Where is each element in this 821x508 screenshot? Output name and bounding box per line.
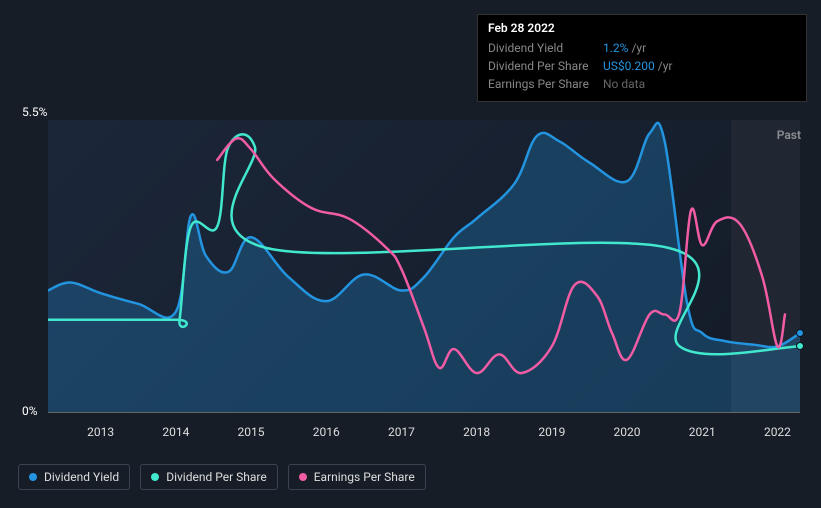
- series-fill: [48, 123, 800, 413]
- legend-label: Earnings Per Share: [314, 470, 415, 484]
- chart-series: [48, 120, 800, 413]
- tooltip-value: US$0.200: [603, 59, 655, 73]
- legend-dot-icon: [299, 473, 307, 481]
- legend-dot-icon: [29, 473, 37, 481]
- tooltip-nodata: No data: [603, 77, 645, 91]
- x-tick: 2021: [689, 425, 716, 439]
- x-tick: 2013: [87, 425, 114, 439]
- legend-dot-icon: [151, 473, 159, 481]
- x-tick: 2016: [313, 425, 340, 439]
- legend-item[interactable]: Dividend Yield: [18, 464, 130, 490]
- x-tick: 2018: [463, 425, 490, 439]
- x-tick: 2014: [162, 425, 189, 439]
- tooltip-label: Dividend Yield: [488, 41, 603, 55]
- series-end-dot: [796, 329, 804, 337]
- legend-item[interactable]: Earnings Per Share: [288, 464, 426, 490]
- tooltip-box: Feb 28 2022 Dividend Yield1.2%/yrDividen…: [477, 14, 807, 102]
- x-tick: 2017: [388, 425, 415, 439]
- tooltip-label: Dividend Per Share: [488, 59, 603, 73]
- tooltip-label: Earnings Per Share: [488, 77, 603, 91]
- legend-label: Dividend Yield: [44, 470, 119, 484]
- series-end-dot: [796, 342, 804, 350]
- tooltip-row: Dividend Yield1.2%/yr: [488, 39, 796, 57]
- legend-label: Dividend Per Share: [166, 470, 267, 484]
- legend-item[interactable]: Dividend Per Share: [140, 464, 278, 490]
- y-axis-min-label: 0%: [22, 404, 38, 418]
- tooltip-unit: /yr: [631, 41, 646, 55]
- chart-plot-area: [48, 120, 800, 413]
- tooltip-value: 1.2%: [603, 41, 628, 55]
- legend: Dividend Yield Dividend Per Share Earnings…: [18, 464, 426, 490]
- x-tick: 2020: [614, 425, 641, 439]
- x-axis: 2013 2014 2015 2016 2017 2018 2019 2020 2021 2022: [48, 425, 800, 445]
- tooltip-unit: /yr: [658, 59, 673, 73]
- x-axis-line: [48, 412, 800, 413]
- tooltip-row: Earnings Per ShareNo data: [488, 75, 796, 93]
- x-tick: 2015: [238, 425, 265, 439]
- x-tick: 2022: [764, 425, 791, 439]
- y-axis-max-label: 5.5%: [22, 105, 47, 119]
- tooltip-date: Feb 28 2022: [488, 21, 796, 35]
- x-tick: 2019: [538, 425, 565, 439]
- tooltip-row: Dividend Per ShareUS$0.200/yr: [488, 57, 796, 75]
